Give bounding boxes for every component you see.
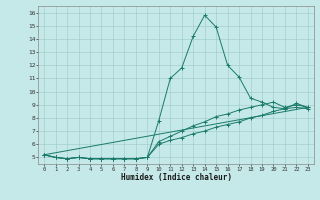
X-axis label: Humidex (Indice chaleur): Humidex (Indice chaleur) xyxy=(121,173,231,182)
